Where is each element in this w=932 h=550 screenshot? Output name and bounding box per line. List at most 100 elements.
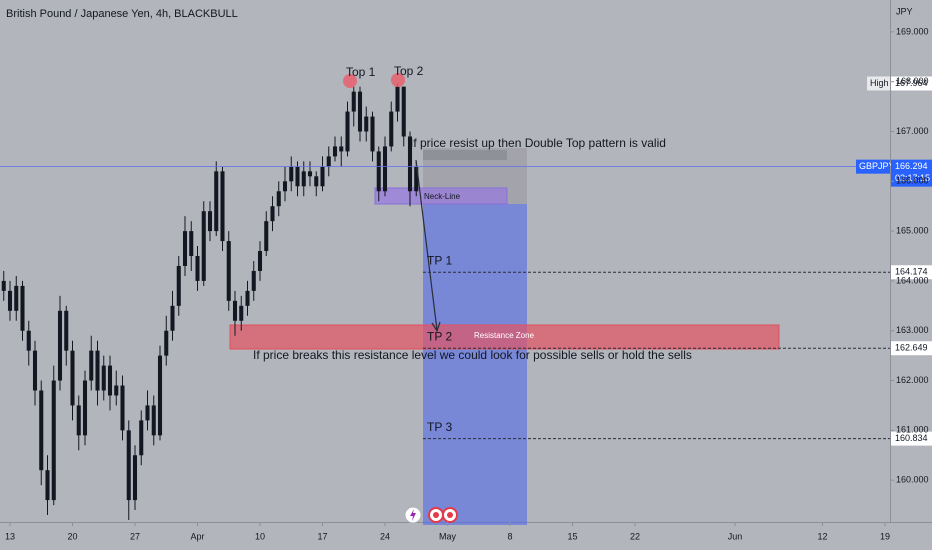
x-tick-label: 22 xyxy=(630,531,640,541)
candle-body xyxy=(351,91,356,112)
candle-body xyxy=(89,350,94,381)
target-price-box xyxy=(891,341,932,356)
candle-body xyxy=(157,355,163,436)
y-tick-label: 169.000 xyxy=(896,26,929,36)
candle-body xyxy=(151,405,156,436)
candle-body xyxy=(39,390,44,471)
candle-body xyxy=(307,171,313,177)
candle-body xyxy=(7,290,13,311)
candles xyxy=(1,83,419,521)
y-tick-label: 160.000 xyxy=(896,475,929,485)
candle-body xyxy=(182,231,188,266)
y-tick-label: 165.000 xyxy=(896,225,929,235)
annotations: Top 1 Top 2 If price resist up then Doub… xyxy=(0,6,932,524)
candle-body xyxy=(32,350,38,391)
target-label: TP 2 xyxy=(427,329,452,343)
countdown: 02:17:15 xyxy=(895,173,930,183)
candle-body xyxy=(301,171,306,187)
symbol-box xyxy=(856,159,890,174)
candle-body xyxy=(407,136,413,192)
y-tick-label: 163.000 xyxy=(896,325,929,335)
event-icon-glyph xyxy=(410,509,416,521)
candle-body xyxy=(95,350,100,391)
resistance-zone xyxy=(229,324,780,350)
candle-body xyxy=(120,385,125,431)
candle-body xyxy=(1,280,6,291)
candle-body xyxy=(20,285,25,331)
event-icon-dot xyxy=(447,512,453,518)
candle-body xyxy=(276,191,281,207)
candle-body xyxy=(139,420,144,456)
x-tick-label: 8 xyxy=(507,531,512,541)
note: If price resist up then Double Top patte… xyxy=(410,136,666,150)
arrow-head xyxy=(431,321,441,333)
candle-body xyxy=(289,166,294,182)
candle-body xyxy=(207,211,213,232)
y-tick-label: 167.000 xyxy=(896,126,929,136)
top-marker xyxy=(343,74,357,88)
currency-label: JPY xyxy=(896,6,913,16)
candle-body xyxy=(414,166,419,192)
candle-body xyxy=(320,166,325,187)
top-label: Top 2 xyxy=(394,64,424,78)
chart-title: British Pound / Japanese Yen, 4h, BLACKB… xyxy=(6,8,238,20)
candle-body xyxy=(382,146,388,192)
last-price: 166.294 xyxy=(895,161,928,171)
y-tick-label: 164.000 xyxy=(896,275,929,285)
candle-body xyxy=(389,111,394,147)
x-tick-label: May xyxy=(439,531,457,541)
candle-body xyxy=(176,265,181,306)
candle-body xyxy=(132,455,138,501)
target-zone xyxy=(423,204,527,525)
candle-body xyxy=(239,305,244,321)
x-tick-label: 15 xyxy=(567,531,577,541)
candle-body xyxy=(295,166,300,187)
candle-body xyxy=(257,251,263,271)
x-tick-label: 19 xyxy=(880,531,890,541)
x-tick-label: 13 xyxy=(5,531,15,541)
candle-body xyxy=(264,221,269,252)
y-tick-label: 161.000 xyxy=(896,425,929,435)
x-tick-label: 17 xyxy=(317,531,327,541)
x-tick-label: Jun xyxy=(728,531,743,541)
x-tick-label: 24 xyxy=(380,531,390,541)
note: If price breaks this resistance level we… xyxy=(253,348,692,362)
high-price: 167.964 xyxy=(895,78,928,88)
x-tick-label: 12 xyxy=(817,531,827,541)
candle-body xyxy=(51,380,56,501)
candle-body xyxy=(114,385,119,396)
high-price-box xyxy=(891,76,932,91)
resistance-label: Resistance Zone xyxy=(474,331,535,340)
x-tick-label: 27 xyxy=(130,531,140,541)
candle-body xyxy=(395,86,400,112)
candle-body xyxy=(101,365,106,391)
high-box xyxy=(867,76,890,91)
candle-body xyxy=(232,300,238,321)
target-label: TP 1 xyxy=(427,253,452,267)
y-tick-label: 168.000 xyxy=(896,76,929,86)
candle-body xyxy=(220,171,225,242)
candle-body xyxy=(64,310,69,351)
candle-body xyxy=(251,270,256,291)
event-icon-dot xyxy=(433,512,439,518)
candle-body xyxy=(376,151,381,192)
target-price-box xyxy=(891,265,932,280)
candle-body xyxy=(82,380,88,436)
candle-body xyxy=(57,310,63,381)
candle-body xyxy=(170,305,175,331)
candle-body xyxy=(164,330,169,356)
neck-line-label: Neck-Line xyxy=(424,192,461,201)
stop-box xyxy=(423,150,507,160)
candle-body xyxy=(76,405,81,436)
candle-body xyxy=(126,430,131,501)
high-label: High xyxy=(870,78,889,88)
top-marker xyxy=(391,73,405,87)
candle-body xyxy=(282,181,288,192)
candle-body xyxy=(270,206,275,222)
candle-body xyxy=(107,365,113,396)
candle-body xyxy=(401,86,406,137)
candle-body xyxy=(14,285,19,311)
candle-body xyxy=(245,290,250,306)
candle-body xyxy=(195,256,200,281)
